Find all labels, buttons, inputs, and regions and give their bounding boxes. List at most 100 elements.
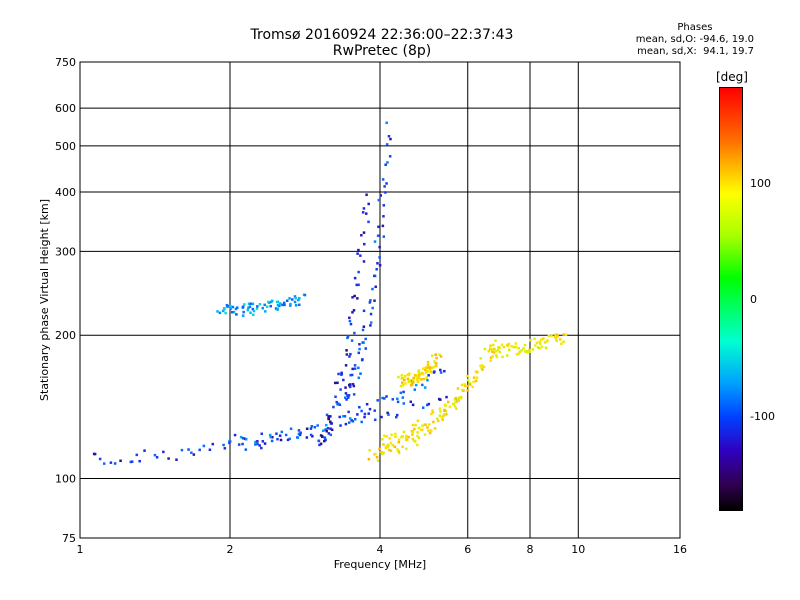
echo-point <box>373 409 376 412</box>
echo-point <box>483 347 487 351</box>
echo-point <box>514 345 518 349</box>
echo-point <box>555 333 559 337</box>
echo-point <box>329 415 332 418</box>
echo-point <box>427 423 431 426</box>
echo-point <box>218 311 222 315</box>
echo-point <box>357 270 360 274</box>
echo-point <box>375 268 378 271</box>
echo-point <box>423 366 427 370</box>
echo-point <box>493 347 496 351</box>
echo-point <box>397 438 401 442</box>
echo-point <box>401 377 405 380</box>
echo-point <box>384 446 388 450</box>
echo-point <box>431 409 434 412</box>
echo-point <box>153 453 157 457</box>
echo-point <box>256 305 259 308</box>
echo-point <box>489 359 492 362</box>
echo-point <box>397 440 401 444</box>
echo-point <box>321 435 324 439</box>
echo-point <box>488 347 492 351</box>
echo-point <box>397 450 401 453</box>
echo-point <box>389 441 393 445</box>
x-tick-label: 16 <box>673 543 687 556</box>
echo-point <box>369 321 373 324</box>
echo-point <box>130 460 134 463</box>
echo-point <box>445 413 448 416</box>
echo-point <box>394 435 397 439</box>
echo-point <box>453 405 457 408</box>
echo-point <box>522 347 525 350</box>
echo-point <box>351 420 355 423</box>
echo-point <box>506 344 510 347</box>
echo-point <box>363 412 367 416</box>
echo-point <box>388 437 391 440</box>
echo-point <box>351 296 354 299</box>
echo-point <box>251 307 255 311</box>
echo-point <box>508 348 511 352</box>
echo-point <box>364 347 368 350</box>
echo-point <box>375 455 379 459</box>
echo-point <box>368 407 372 411</box>
echo-point <box>385 435 388 438</box>
echo-point <box>381 396 384 400</box>
echo-point <box>383 434 386 438</box>
echo-point <box>386 446 389 449</box>
echo-point <box>382 204 386 207</box>
echo-point <box>480 366 483 370</box>
echo-point <box>535 341 539 345</box>
echo-point <box>438 414 442 417</box>
y-tick-label: 500 <box>55 140 76 153</box>
echo-point <box>338 403 342 406</box>
echo-point <box>416 431 419 434</box>
echo-point <box>510 345 513 348</box>
echo-point <box>407 380 410 384</box>
echo-point <box>388 155 392 158</box>
echo-point <box>393 445 397 449</box>
echo-point <box>479 364 482 368</box>
echo-point <box>426 426 429 429</box>
echo-point <box>409 400 413 404</box>
echo-point <box>416 419 420 423</box>
echo-point <box>337 402 340 405</box>
echo-point <box>155 456 159 459</box>
echo-point <box>356 413 359 416</box>
echo-point <box>382 215 385 218</box>
echo-point <box>343 415 347 418</box>
echo-point <box>324 428 327 431</box>
echo-point <box>406 377 410 381</box>
echo-point <box>369 324 372 327</box>
echo-point <box>192 453 196 456</box>
echo-point <box>431 366 434 369</box>
echo-point <box>260 446 263 450</box>
echo-point <box>293 300 297 304</box>
echo-point <box>351 382 355 386</box>
echo-point <box>330 428 334 432</box>
echo-point <box>528 350 531 353</box>
echo-point <box>299 431 302 435</box>
y-tick-label: 300 <box>55 245 76 258</box>
echo-point <box>433 370 436 373</box>
echo-point <box>348 355 351 358</box>
echo-point <box>329 427 332 430</box>
echo-point <box>244 437 248 441</box>
echo-point <box>362 242 366 246</box>
echo-point <box>261 440 265 443</box>
echo-point <box>327 417 330 420</box>
echo-point <box>373 418 377 422</box>
echo-point <box>377 198 381 202</box>
echo-point <box>378 264 382 267</box>
echo-point <box>435 362 438 365</box>
echo-point <box>378 245 381 249</box>
echo-point <box>278 434 282 437</box>
echo-point <box>434 353 437 356</box>
echo-point <box>373 240 377 243</box>
echo-point <box>426 363 430 367</box>
echo-point <box>296 436 300 439</box>
echo-point <box>412 381 415 384</box>
echo-point <box>394 432 397 436</box>
echo-point <box>421 383 424 387</box>
echo-point <box>362 260 366 263</box>
echo-point <box>326 427 330 430</box>
echo-point <box>256 442 259 446</box>
echo-point <box>327 432 331 435</box>
